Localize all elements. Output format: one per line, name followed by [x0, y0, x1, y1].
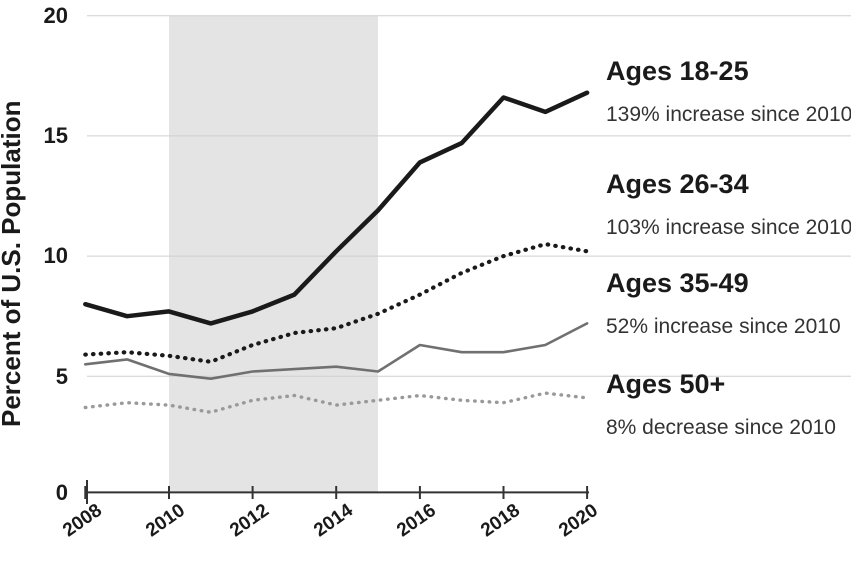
svg-text:10: 10: [44, 243, 68, 268]
svg-text:103% increase since 2010: 103% increase since 2010: [606, 216, 851, 239]
svg-text:2018: 2018: [477, 500, 524, 541]
svg-text:8% decrease since 2010: 8% decrease since 2010: [606, 416, 836, 439]
svg-text:2012: 2012: [226, 500, 273, 541]
svg-text:Ages 50+: Ages 50+: [606, 369, 725, 399]
svg-text:Ages 26-34: Ages 26-34: [606, 169, 749, 199]
svg-text:Percent of U.S. Population: Percent of U.S. Population: [0, 101, 26, 427]
svg-text:5: 5: [56, 364, 68, 389]
svg-text:2016: 2016: [393, 500, 440, 541]
svg-text:2020: 2020: [555, 500, 602, 541]
svg-text:20: 20: [44, 3, 68, 28]
svg-text:2014: 2014: [310, 500, 357, 542]
svg-text:2010: 2010: [142, 500, 189, 541]
svg-text:Ages 18-25: Ages 18-25: [606, 56, 749, 86]
svg-text:15: 15: [44, 123, 68, 148]
svg-text:Ages 35-49: Ages 35-49: [606, 268, 749, 298]
svg-text:52% increase since 2010: 52% increase since 2010: [606, 315, 841, 338]
svg-text:2008: 2008: [59, 500, 106, 541]
svg-text:139% increase since 2010: 139% increase since 2010: [606, 103, 851, 126]
svg-text:0: 0: [56, 480, 68, 505]
